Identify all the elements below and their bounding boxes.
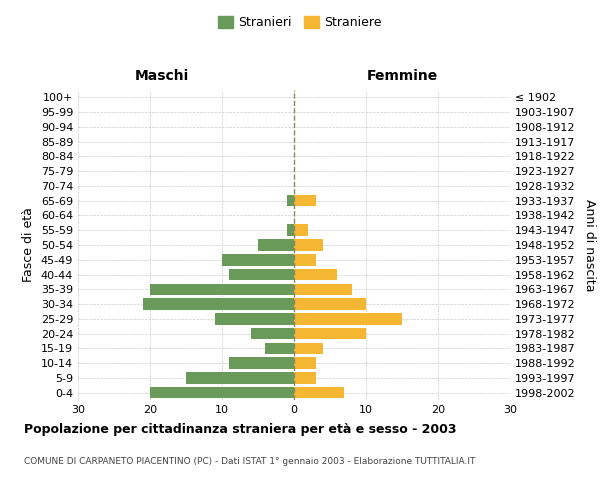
Text: Popolazione per cittadinanza straniera per età e sesso - 2003: Popolazione per cittadinanza straniera p… — [24, 422, 457, 436]
Bar — [294, 224, 308, 236]
Legend: Stranieri, Straniere: Stranieri, Straniere — [213, 11, 387, 34]
Bar — [294, 313, 402, 324]
Bar — [294, 195, 316, 206]
Text: COMUNE DI CARPANETO PIACENTINO (PC) - Dati ISTAT 1° gennaio 2003 - Elaborazione : COMUNE DI CARPANETO PIACENTINO (PC) - Da… — [24, 458, 475, 466]
Bar — [294, 358, 316, 369]
Bar — [294, 328, 366, 340]
Bar — [294, 284, 352, 295]
Bar — [186, 372, 294, 384]
Bar — [229, 358, 294, 369]
Bar — [294, 239, 323, 251]
Bar — [150, 387, 294, 398]
Text: Femmine: Femmine — [367, 68, 437, 82]
Y-axis label: Fasce di età: Fasce di età — [22, 208, 35, 282]
Bar — [251, 328, 294, 340]
Bar — [143, 298, 294, 310]
Bar — [287, 195, 294, 206]
Text: Maschi: Maschi — [135, 68, 189, 82]
Bar — [287, 224, 294, 236]
Bar — [294, 387, 344, 398]
Bar — [294, 269, 337, 280]
Bar — [222, 254, 294, 266]
Bar — [215, 313, 294, 324]
Bar — [294, 254, 316, 266]
Bar — [294, 298, 366, 310]
Bar — [258, 239, 294, 251]
Bar — [294, 342, 323, 354]
Bar — [294, 372, 316, 384]
Bar — [150, 284, 294, 295]
Y-axis label: Anni di nascita: Anni di nascita — [583, 198, 596, 291]
Bar — [265, 342, 294, 354]
Bar — [229, 269, 294, 280]
